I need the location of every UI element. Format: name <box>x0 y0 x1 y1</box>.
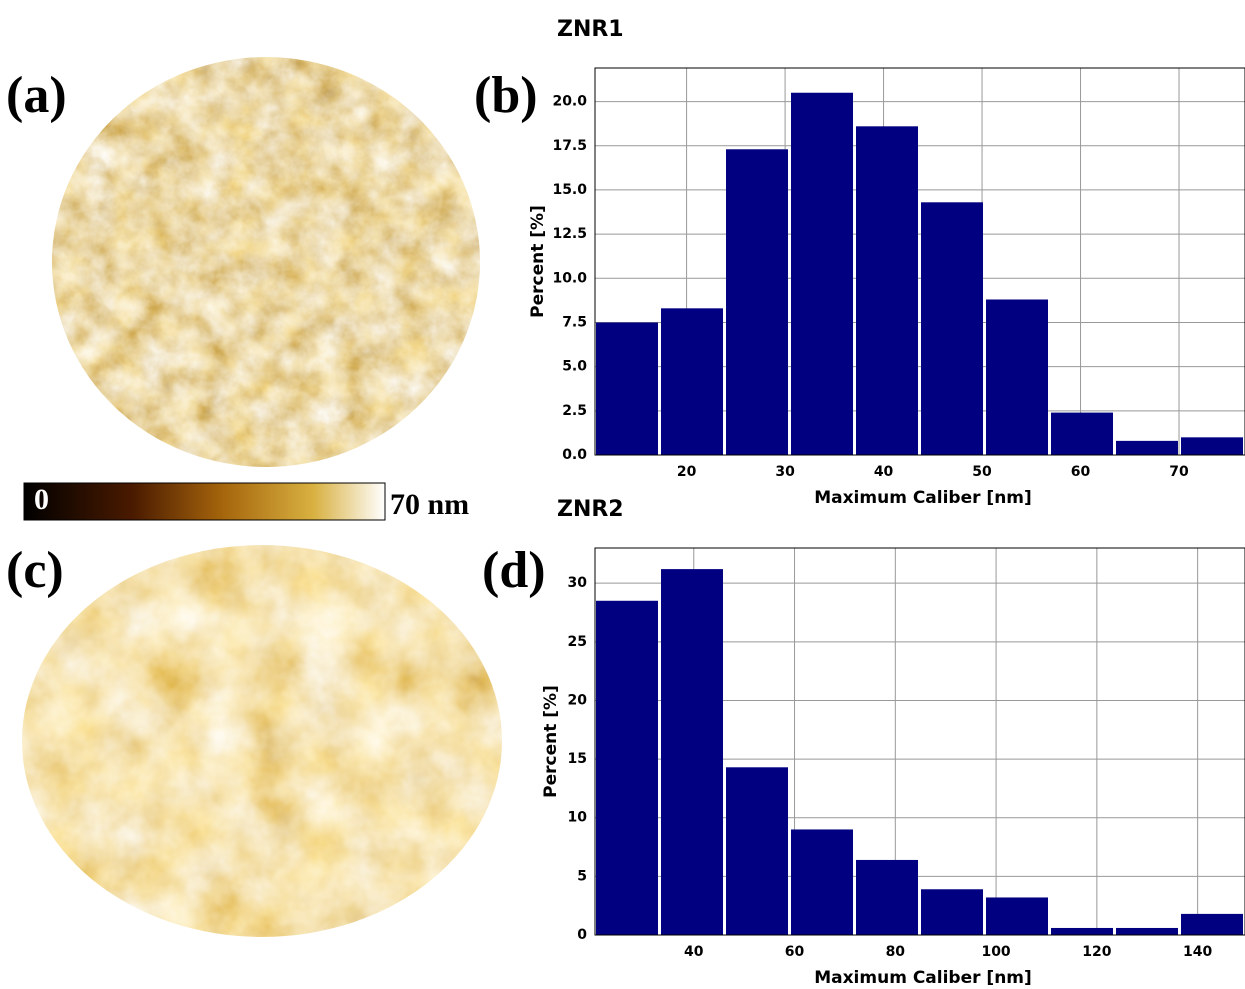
bar <box>921 202 983 455</box>
bar <box>1116 441 1178 455</box>
colorbar-max: 70 nm <box>390 488 469 521</box>
y-tick-label: 10.0 <box>552 270 587 286</box>
panel-label: (b) <box>474 67 538 124</box>
bar <box>1116 928 1178 935</box>
y-tick-label: 15.0 <box>552 182 587 198</box>
x-tick-label: 40 <box>874 464 894 480</box>
bar <box>791 829 853 935</box>
y-tick-label: 0 <box>577 927 587 943</box>
y-tick-label: 0.0 <box>562 447 587 463</box>
x-tick-label: 60 <box>1071 464 1091 480</box>
afm-image-a <box>52 57 480 467</box>
x-tick-label: 60 <box>785 944 805 960</box>
x-tick-label: 40 <box>684 944 704 960</box>
bar <box>791 93 853 455</box>
bar <box>1181 914 1243 935</box>
x-tick-label: 140 <box>1183 944 1212 960</box>
panel-label: (a) <box>6 67 67 124</box>
bar <box>1051 928 1113 935</box>
chart-title: ZNR1 <box>557 17 624 42</box>
afm-image-c <box>22 545 502 937</box>
y-axis-label: Percent [%] <box>528 205 548 318</box>
y-tick-label: 20 <box>568 692 588 708</box>
colorbar-min: 0 <box>34 483 49 516</box>
y-tick-label: 7.5 <box>562 314 587 330</box>
panel-label: (d) <box>482 542 546 599</box>
colorbar <box>24 483 385 520</box>
x-tick-label: 70 <box>1169 464 1189 480</box>
bar <box>856 860 918 935</box>
bar <box>726 767 788 935</box>
bar <box>986 299 1048 455</box>
bar <box>596 601 658 935</box>
y-tick-label: 12.5 <box>552 226 587 242</box>
x-tick-label: 50 <box>972 464 992 480</box>
bar <box>726 149 788 455</box>
x-axis-label: Maximum Caliber [nm] <box>814 968 1032 988</box>
y-tick-label: 20.0 <box>552 94 587 110</box>
bar <box>596 322 658 455</box>
y-tick-label: 25 <box>568 634 587 650</box>
x-tick-label: 20 <box>677 464 697 480</box>
bar <box>661 308 723 455</box>
x-tick-label: 100 <box>981 944 1010 960</box>
chart-title: ZNR2 <box>557 497 624 522</box>
y-axis-label: Percent [%] <box>541 685 561 798</box>
bar <box>1181 437 1243 455</box>
y-tick-label: 10 <box>568 810 588 826</box>
y-tick-label: 15 <box>568 751 587 767</box>
figure: (a) (b) (c) (d) 0 70 nm 2030405060700.02… <box>0 0 1245 989</box>
bar <box>856 126 918 455</box>
y-tick-label: 17.5 <box>552 138 587 154</box>
y-tick-label: 2.5 <box>562 403 587 419</box>
y-tick-label: 30 <box>568 575 588 591</box>
bar <box>1051 413 1113 455</box>
x-axis-label: Maximum Caliber [nm] <box>814 488 1032 508</box>
bar <box>986 897 1048 935</box>
bar <box>661 569 723 935</box>
panel-label: (c) <box>6 542 64 599</box>
x-tick-label: 80 <box>886 944 906 960</box>
bar <box>921 889 983 935</box>
x-tick-label: 30 <box>775 464 795 480</box>
y-tick-label: 5.0 <box>562 359 587 375</box>
y-tick-label: 5 <box>577 868 587 884</box>
x-tick-label: 120 <box>1082 944 1111 960</box>
